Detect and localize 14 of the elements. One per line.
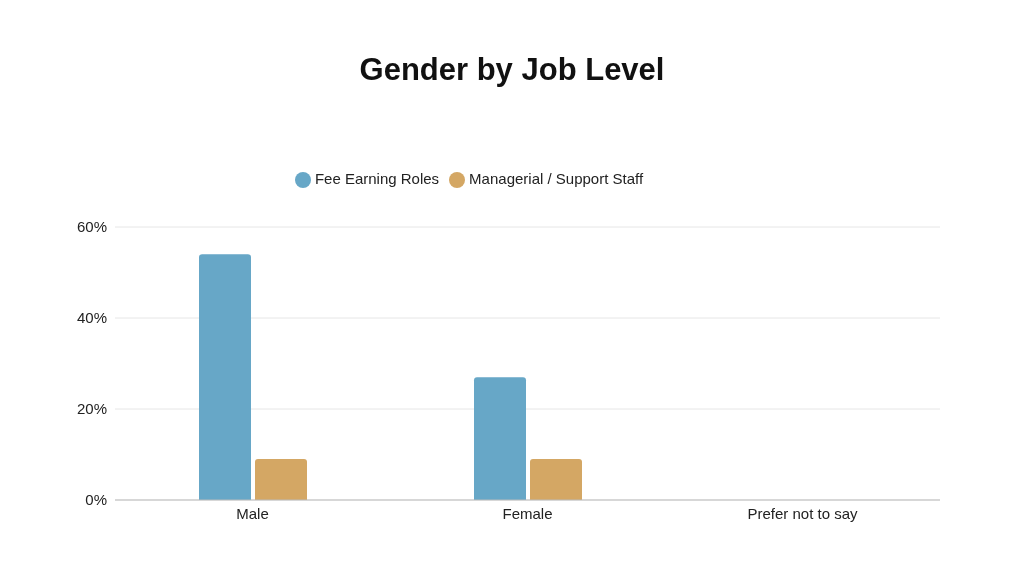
x-tick-label: Prefer not to say [747, 504, 859, 522]
bar [255, 459, 307, 500]
y-tick-label: 40% [76, 309, 107, 327]
legend-label: Managerial / Support Staff [469, 170, 644, 187]
x-tick-label: Male [236, 504, 269, 522]
bar [199, 254, 251, 500]
y-tick-label: 20% [76, 400, 107, 418]
x-tick-label: Female [502, 504, 553, 522]
bar [474, 377, 526, 500]
y-tick-label: 0% [85, 491, 107, 509]
chart-title: Gender by Job Level [358, 52, 666, 88]
y-tick-label: 60% [76, 218, 107, 236]
bar [530, 459, 582, 500]
legend-label: Fee Earning Roles [314, 170, 440, 187]
